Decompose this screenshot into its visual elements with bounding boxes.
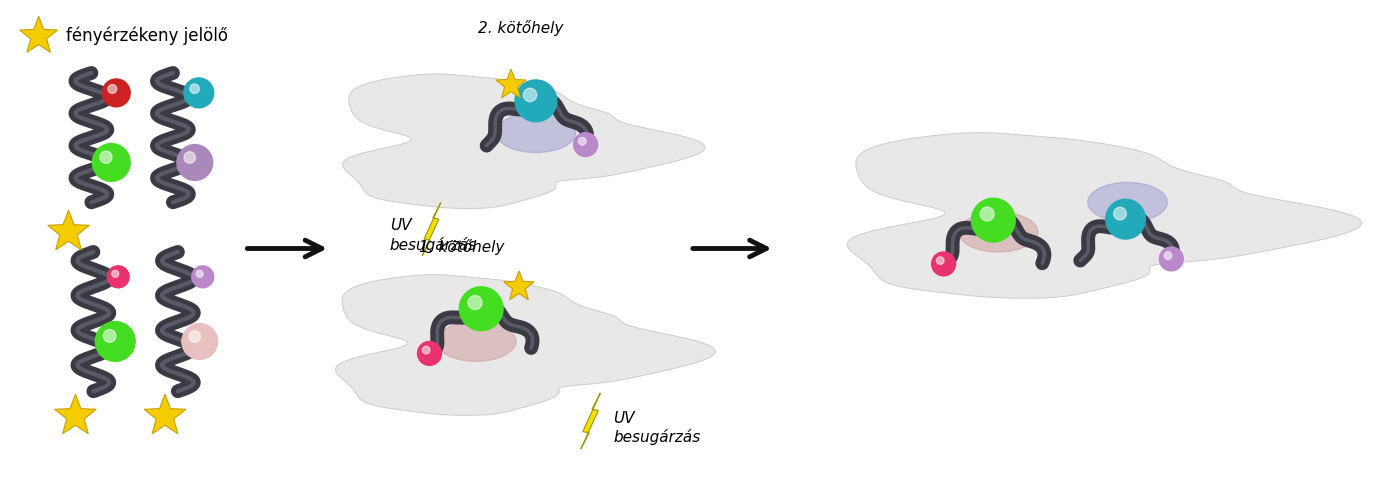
Circle shape — [468, 296, 482, 310]
Circle shape — [188, 331, 201, 342]
Circle shape — [96, 322, 136, 361]
Text: 2. kötőhely: 2. kötőhely — [478, 20, 564, 36]
Circle shape — [524, 88, 536, 102]
Polygon shape — [342, 74, 705, 208]
Circle shape — [112, 270, 119, 277]
Circle shape — [1106, 199, 1145, 239]
Polygon shape — [54, 394, 96, 434]
Text: UV
besugárzás: UV besugárzás — [614, 411, 701, 445]
Polygon shape — [847, 133, 1361, 298]
Circle shape — [100, 151, 112, 163]
Circle shape — [972, 198, 1015, 242]
Circle shape — [1164, 252, 1171, 259]
Circle shape — [104, 330, 116, 342]
Circle shape — [190, 84, 200, 93]
Polygon shape — [19, 16, 58, 52]
Circle shape — [937, 257, 944, 264]
Circle shape — [931, 252, 955, 276]
Ellipse shape — [1088, 182, 1167, 222]
Polygon shape — [47, 210, 89, 250]
Polygon shape — [423, 203, 441, 255]
Circle shape — [980, 207, 994, 221]
Circle shape — [103, 79, 130, 107]
Circle shape — [459, 287, 503, 331]
Polygon shape — [335, 274, 715, 415]
Circle shape — [182, 324, 218, 359]
Circle shape — [423, 346, 430, 354]
Circle shape — [578, 138, 586, 145]
Circle shape — [1113, 207, 1127, 220]
Circle shape — [108, 84, 116, 93]
Circle shape — [516, 80, 557, 122]
Polygon shape — [144, 394, 186, 434]
Ellipse shape — [496, 113, 575, 153]
Ellipse shape — [959, 212, 1038, 252]
Circle shape — [417, 341, 441, 365]
Ellipse shape — [437, 322, 516, 361]
Circle shape — [184, 152, 195, 163]
Text: UV
besugárzás: UV besugárzás — [389, 218, 477, 252]
Polygon shape — [496, 69, 527, 98]
Circle shape — [191, 266, 213, 288]
Circle shape — [107, 266, 129, 288]
Text: 1. kötőhely: 1. kötőhely — [419, 239, 505, 255]
Circle shape — [184, 78, 213, 108]
Polygon shape — [581, 393, 600, 449]
Polygon shape — [505, 271, 534, 300]
Circle shape — [93, 144, 130, 181]
Circle shape — [177, 145, 212, 180]
Circle shape — [574, 133, 597, 157]
Circle shape — [197, 270, 204, 277]
Circle shape — [1159, 247, 1184, 271]
Text: fényérzékeny jelölő: fényérzékeny jelölő — [65, 27, 227, 45]
